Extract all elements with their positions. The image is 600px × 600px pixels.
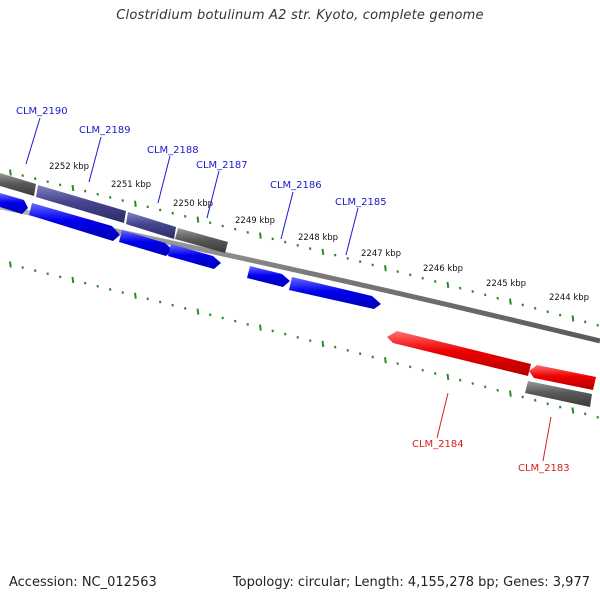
gene-feature-clm-2188[interactable] <box>126 212 176 239</box>
major-tick <box>9 169 12 176</box>
gene-label-clm-2184[interactable]: CLM_2184 <box>412 439 464 450</box>
gene-label-clm-2188[interactable]: CLM_2188 <box>147 145 199 156</box>
gene-label-clm-2185[interactable]: CLM_2185 <box>335 197 387 208</box>
genome-stats-text: Topology: circular; Length: 4,155,278 bp… <box>232 575 590 590</box>
gene-feature-clm-2189[interactable] <box>36 185 126 223</box>
major-tick <box>134 292 137 299</box>
major-tick <box>509 298 512 305</box>
cds-clm-2185[interactable] <box>289 277 381 309</box>
major-tick <box>259 324 262 331</box>
major-tick <box>196 216 200 223</box>
tick-labels: 2252 kbp 2251 kbp 2250 kbp 2249 kbp 2248… <box>49 162 589 303</box>
major-tick <box>196 308 200 315</box>
major-tick <box>321 248 325 255</box>
major-tick <box>446 373 450 380</box>
label-leaders <box>25 117 552 462</box>
major-tick <box>446 281 450 288</box>
tick-label: 2250 kbp <box>173 199 213 209</box>
gene-label-clm-2190[interactable]: CLM_2190 <box>16 106 68 117</box>
major-tick <box>9 261 12 268</box>
outer-tick-scale <box>9 169 599 327</box>
cds-clm-2190[interactable] <box>0 193 28 214</box>
gene-feature-clm-2190[interactable] <box>0 173 36 196</box>
cds-features <box>0 193 596 390</box>
gene-label-clm-2189[interactable]: CLM_2189 <box>79 125 131 136</box>
cds-clm-2186[interactable] <box>247 266 290 287</box>
tick-label: 2248 kbp <box>298 233 338 243</box>
tick-label: 2252 kbp <box>49 162 89 172</box>
major-tick <box>571 315 575 322</box>
major-tick <box>134 200 137 207</box>
major-tick <box>509 390 512 397</box>
tick-label: 2249 kbp <box>235 216 275 226</box>
gene-feature-clm-2187[interactable] <box>175 228 228 253</box>
major-tick <box>71 184 75 192</box>
tick-label: 2251 kbp <box>111 180 151 190</box>
major-tick <box>384 265 387 272</box>
major-tick <box>71 276 75 284</box>
tick-label: 2245 kbp <box>486 279 526 289</box>
tick-label: 2244 kbp <box>549 293 589 303</box>
major-tick <box>384 357 387 364</box>
major-tick <box>259 232 262 239</box>
gene-label-clm-2187[interactable]: CLM_2187 <box>196 160 248 171</box>
tick-label: 2246 kbp <box>423 264 463 274</box>
cds-clm-2187[interactable] <box>168 244 221 269</box>
major-tick <box>571 407 575 414</box>
gene-labels: CLM_2190 CLM_2189 CLM_2188 CLM_2187 CLM_… <box>16 106 570 474</box>
gene-label-clm-2186[interactable]: CLM_2186 <box>270 180 322 191</box>
tick-label: 2247 kbp <box>361 249 401 259</box>
major-tick <box>321 340 325 347</box>
cds-clm-2183[interactable] <box>529 365 596 390</box>
gene-label-clm-2183[interactable]: CLM_2183 <box>518 463 570 474</box>
accession-text: Accession: NC_012563 <box>9 575 157 590</box>
gene-feature-clm-2183[interactable] <box>525 381 592 407</box>
map-title: Clostridium botulinum A2 str. Kyoto, com… <box>116 8 484 23</box>
cds-clm-2188[interactable] <box>119 230 173 256</box>
cds-clm-2184[interactable] <box>387 331 531 376</box>
gene-features <box>0 173 592 407</box>
inner-tick-scale <box>9 261 599 419</box>
cds-clm-2189[interactable] <box>29 203 120 241</box>
